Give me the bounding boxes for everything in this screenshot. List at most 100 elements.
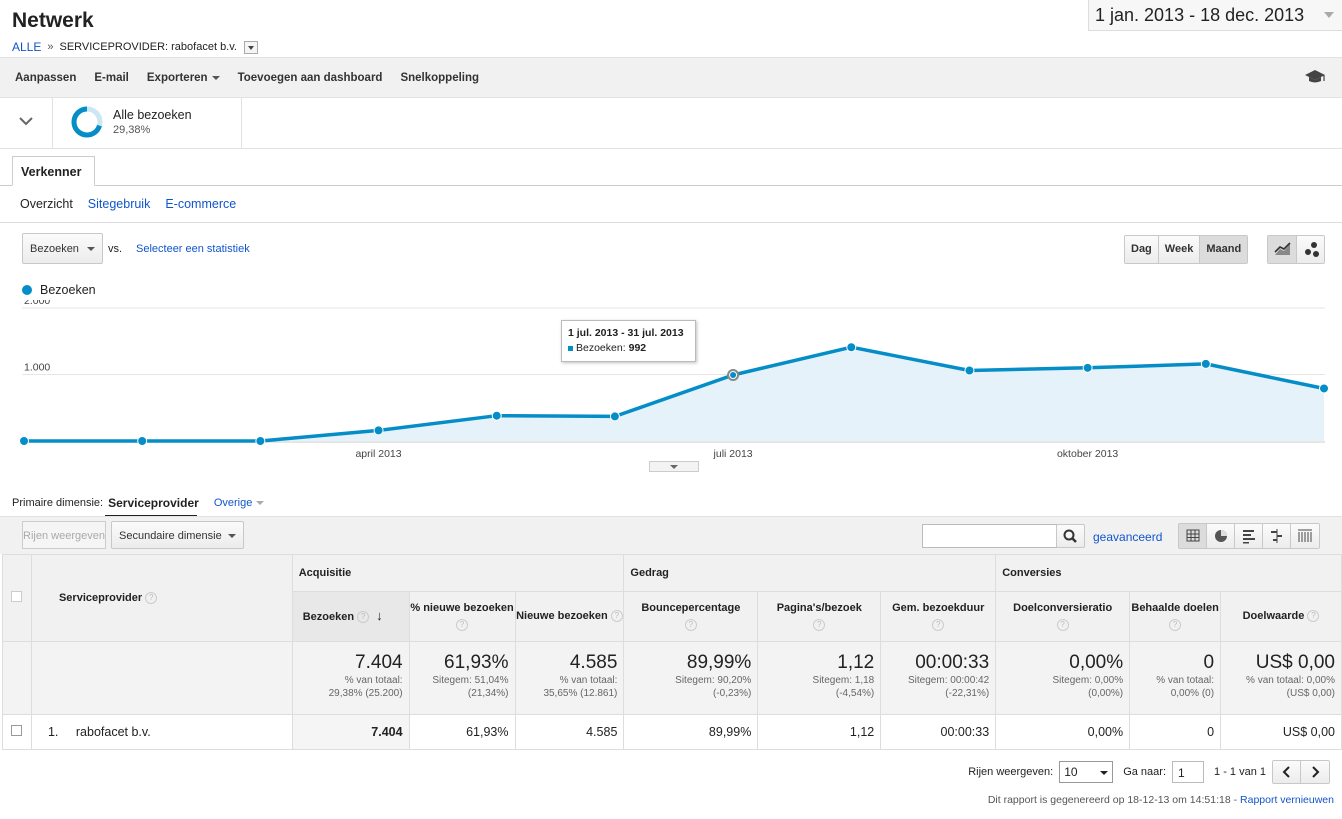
customize-button[interactable]: Aanpassen	[15, 71, 77, 84]
chart-collapse-handle[interactable]	[649, 461, 699, 472]
data-point[interactable]	[373, 425, 384, 436]
page-nav	[1272, 760, 1330, 784]
view-term-cloud-button[interactable]	[1291, 524, 1319, 548]
column-header-goal-conversion[interactable]: Doelconversieratio?	[995, 591, 1131, 642]
select-statistic-link[interactable]: Selecteer een statistiek	[136, 243, 250, 255]
segment-percent: 29,38%	[113, 124, 151, 136]
next-page-button[interactable]	[1301, 761, 1329, 783]
column-header-label: Bouncepercentage	[641, 601, 741, 614]
other-dimension-dropdown[interactable]: Overige	[214, 497, 265, 509]
column-header-visits[interactable]: Bezoeken ? ↓	[291, 591, 410, 642]
motion-chart-button[interactable]	[1297, 236, 1324, 263]
totals-value: 61,93%	[444, 652, 509, 673]
generated-text: Dit rapport is gegenereerd op 18-12-13 o…	[987, 794, 1238, 806]
export-button[interactable]: Exporteren	[138, 72, 229, 84]
help-icon[interactable]: ?	[1169, 618, 1182, 631]
help-icon[interactable]: ?	[145, 592, 158, 605]
table-cell: 89,99%	[623, 714, 759, 750]
data-point[interactable]	[19, 436, 29, 446]
help-icon[interactable]: ?	[684, 618, 697, 631]
table-cell: 7.404	[291, 714, 410, 750]
totals-subtext: (-22,31%)	[945, 688, 990, 699]
column-header-bounce-rate[interactable]: Bouncepercentage?	[623, 591, 759, 642]
advanced-filter-link[interactable]: geavanceerd	[1093, 530, 1163, 544]
view-table-button[interactable]	[1179, 524, 1207, 548]
add-to-dashboard-button[interactable]: Toevoegen aan dashboard	[237, 71, 383, 84]
dimension-header[interactable]: Serviceprovider ?	[30, 554, 293, 642]
chevron-down-icon	[19, 117, 33, 126]
table-search-input[interactable]	[922, 524, 1057, 548]
period-week-button[interactable]: Week	[1158, 236, 1201, 263]
totals-value: 89,99%	[686, 652, 752, 673]
totals-subtext: % van totaal:	[344, 675, 403, 686]
segment-toggle-button[interactable]	[0, 98, 53, 148]
period-month-button[interactable]: Maand	[1200, 236, 1248, 263]
chevron-down-icon	[1100, 771, 1109, 775]
shortcut-button[interactable]: Snelkoppeling	[400, 71, 480, 84]
column-header-avg-duration[interactable]: Gem. bezoekduur?	[880, 591, 997, 642]
view-bar-button[interactable]	[1235, 524, 1263, 548]
column-header-new-visits-pct[interactable]: % nieuwe bezoeken ?	[408, 591, 516, 642]
mortarboard-icon[interactable]	[1304, 67, 1326, 85]
column-header-pages-per-visit[interactable]: Pagina's/bezoek?	[757, 591, 882, 642]
data-point[interactable]	[255, 436, 266, 446]
breadcrumb-dropdown-button[interactable]	[243, 40, 258, 54]
chevron-down-icon	[211, 75, 220, 80]
totals-subtext: Sitegem: 51,04%	[432, 675, 509, 686]
totals-subtext: (US$ 0,00)	[1286, 688, 1335, 699]
line-chart-button[interactable]	[1268, 236, 1297, 263]
period-toggle: Dag Week Maand	[1124, 235, 1249, 264]
totals-cell: 0 % van totaal: 0,00% (0)	[1129, 641, 1222, 715]
help-icon[interactable]: ?	[932, 618, 945, 631]
pagination: Rijen weergeven: 10 Ga naar: 1 1 - 1 van…	[968, 760, 1330, 784]
segment-card[interactable]	[53, 98, 242, 148]
view-compare-button[interactable]	[1263, 524, 1291, 548]
select-all-checkbox[interactable]	[11, 591, 23, 602]
plot-rows-button[interactable]: Rijen weergeven	[22, 521, 106, 549]
search-button[interactable]	[1056, 524, 1085, 548]
primary-dimension-selected[interactable]: Serviceprovider	[108, 496, 199, 510]
tab-explorer[interactable]: Verkenner	[12, 156, 95, 186]
help-icon[interactable]: ?	[610, 610, 623, 623]
date-range-picker[interactable]: 1 jan. 2013 - 18 dec. 2013	[1088, 0, 1342, 31]
subtab-ecommerce[interactable]: E-commerce	[165, 197, 237, 211]
vs-label: vs.	[108, 243, 123, 255]
totals-value: 0	[1203, 652, 1215, 673]
data-point[interactable]	[846, 342, 857, 353]
breadcrumb-root-link[interactable]: ALLE	[12, 40, 42, 54]
help-icon[interactable]: ?	[357, 611, 370, 624]
table-cell: 61,93%	[408, 714, 516, 750]
column-header-goal-completions[interactable]: Behaalde doelen ?	[1129, 591, 1222, 642]
grid-icon	[1186, 529, 1200, 542]
goto-page-input[interactable]: 1	[1172, 761, 1205, 783]
data-point[interactable]	[491, 410, 502, 421]
data-point[interactable]	[1200, 358, 1211, 369]
help-icon[interactable]: ?	[1056, 618, 1069, 631]
help-icon[interactable]: ?	[456, 618, 469, 631]
rows-per-page-select[interactable]: 10	[1059, 761, 1114, 783]
row-checkbox[interactable]	[11, 725, 23, 736]
view-pie-button[interactable]	[1207, 524, 1235, 548]
totals-cell: US$ 0,00 % van totaal: 0,00% (US$ 0,00)	[1220, 641, 1342, 715]
row-dimension-cell: 1. rabofacet b.v.	[30, 714, 293, 750]
email-button[interactable]: E-mail	[94, 71, 129, 84]
column-header-new-visits[interactable]: Nieuwe bezoeken ?	[514, 591, 625, 642]
secondary-dimension-select[interactable]: Secundaire dimensie	[111, 521, 244, 549]
subtab-overview[interactable]: Overzicht	[20, 197, 73, 211]
refresh-report-link[interactable]: Rapport vernieuwen	[1240, 794, 1334, 806]
help-icon[interactable]: ?	[1307, 610, 1320, 623]
data-point[interactable]	[137, 436, 148, 446]
column-header-goal-value[interactable]: Doelwaarde ?	[1220, 591, 1342, 642]
metric-select[interactable]: Bezoeken	[22, 233, 103, 264]
period-day-button[interactable]: Dag	[1125, 236, 1159, 263]
totals-cell: 7.404 % van totaal: 29,38% (25.200)	[291, 641, 410, 715]
data-point[interactable]	[609, 411, 620, 422]
data-point[interactable]	[1319, 383, 1329, 394]
data-point[interactable]	[964, 365, 975, 376]
previous-page-button[interactable]	[1273, 761, 1301, 783]
subtab-site-usage[interactable]: Sitegebruik	[87, 197, 151, 211]
data-point[interactable]	[1082, 362, 1093, 373]
row-dimension-value[interactable]: rabofacet b.v.	[75, 725, 151, 739]
help-icon[interactable]: ?	[813, 618, 826, 631]
totals-cell: 4.585 % van totaal: 35,65% (12.861)	[514, 641, 625, 715]
